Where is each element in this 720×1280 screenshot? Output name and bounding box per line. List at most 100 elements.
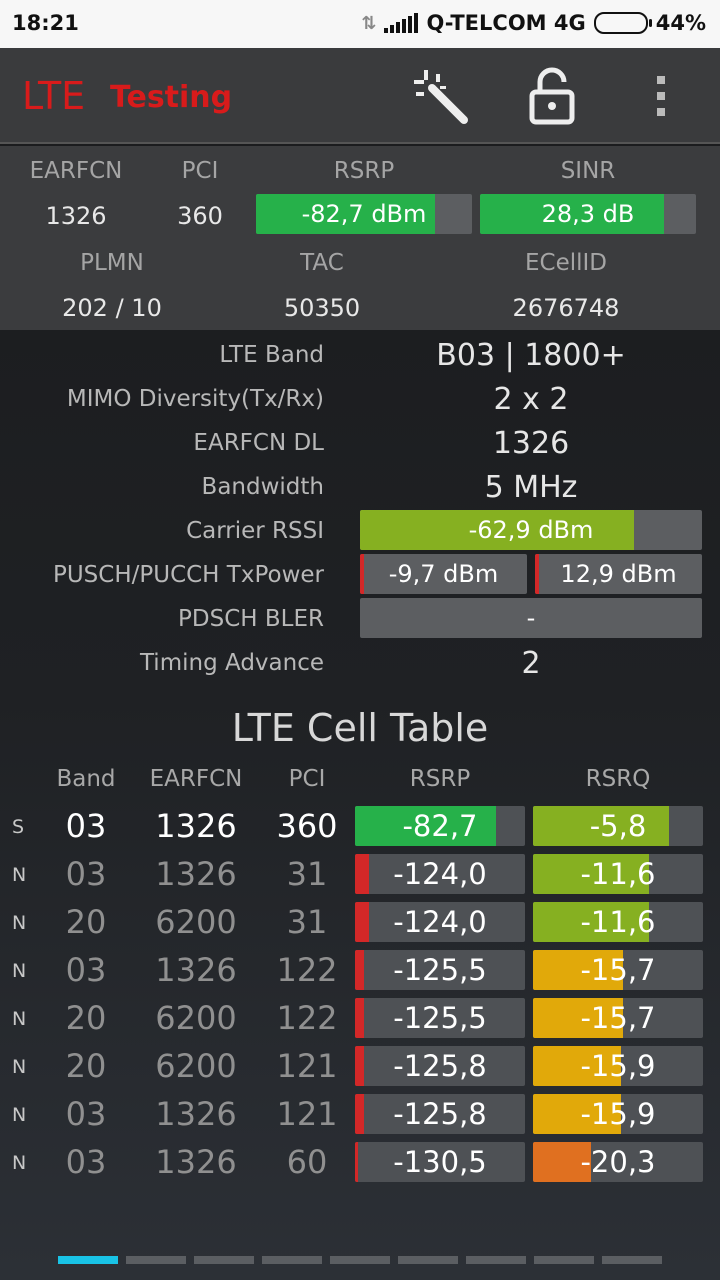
cell-type: N (12, 1104, 27, 1126)
signal-icon (384, 13, 419, 33)
carrier-name: Q-TELCOM 4G (426, 11, 586, 35)
cell-rsrp-fill (355, 806, 497, 846)
header-band: Band (56, 766, 116, 792)
cell-rsrq-bar: -15,9 (533, 1046, 703, 1086)
plmn-label: PLMN (80, 250, 144, 276)
cell-band: 20 (65, 903, 107, 941)
more-vert-icon[interactable] (650, 66, 674, 126)
pucch-value: 12,9 dBm (560, 560, 677, 588)
cell-rsrp-value: -130,5 (393, 1145, 487, 1179)
txpower-label: PUSCH/PUCCH TxPower (52, 562, 324, 588)
bandwidth-value: 5 MHz (484, 470, 578, 505)
header-earfcn: EARFCN (149, 766, 243, 792)
rssi-label: Carrier RSSI (186, 518, 324, 544)
page-dot[interactable] (534, 1256, 594, 1264)
cell-rsrp-fill (355, 1046, 364, 1086)
cell-rsrp-fill (355, 1142, 359, 1182)
cell-rsrq-value: -15,7 (580, 953, 656, 987)
rsrp-bar: -82,7 dBm (256, 194, 472, 234)
earfcn-value: 1326 (45, 202, 107, 230)
cell-pci: 121 (276, 1047, 338, 1085)
cell-pci: 60 (286, 1143, 328, 1181)
cell-rsrp-fill (355, 854, 369, 894)
bler-bar: - (360, 598, 702, 638)
sinr-value: 28,3 dB (541, 200, 635, 228)
unlock-icon[interactable] (522, 66, 582, 126)
cell-pci: 121 (276, 1095, 338, 1133)
summary-panel: EARFCN PCI RSRP SINR 1326 360 -82,7 dBm … (0, 146, 720, 330)
cell-earfcn: 6200 (155, 1047, 237, 1085)
cell-rsrp-value: -125,8 (393, 1097, 487, 1131)
page-dot[interactable] (194, 1256, 254, 1264)
cell-band: 20 (65, 1047, 107, 1085)
cell-type: N (12, 912, 27, 934)
earfcn-dl-value: 1326 (492, 426, 570, 461)
cell-rsrq-value: -15,7 (580, 1001, 656, 1035)
lte-band-value: B03 | 1800+ (436, 338, 626, 373)
app-title-lte: LTE (22, 74, 86, 118)
battery-percent: 44% (655, 11, 706, 35)
data-transfer-icon: ⇅ (361, 12, 377, 34)
cell-band: 03 (65, 1095, 107, 1133)
page-dot[interactable] (262, 1256, 322, 1264)
cell-earfcn: 1326 (155, 807, 237, 845)
cell-type: N (12, 1152, 27, 1174)
mimo-value: 2 x 2 (493, 382, 569, 417)
cell-rsrp-bar: -125,5 (355, 950, 525, 990)
cell-rsrq-value: -15,9 (580, 1097, 656, 1131)
cell-rsrp-fill (355, 998, 364, 1038)
pucch-bar-fill (535, 554, 539, 594)
cell-rsrq-bar: -15,7 (533, 998, 703, 1038)
lte-band-label: LTE Band (219, 342, 324, 368)
cell-rsrq-fill (533, 1094, 622, 1134)
cell-type: N (12, 1008, 27, 1030)
sinr-bar: 28,3 dB (480, 194, 696, 234)
earfcn-dl-label: EARFCN DL (193, 430, 324, 456)
app-bar: LTE Testing (0, 48, 720, 144)
cell-band: 20 (65, 999, 107, 1037)
cell-earfcn: 1326 (155, 1143, 237, 1181)
page-dot[interactable] (602, 1256, 662, 1264)
pusch-bar: -9,7 dBm (360, 554, 527, 594)
bler-label: PDSCH BLER (178, 606, 324, 632)
cell-type: N (12, 960, 27, 982)
cell-type: S (12, 816, 25, 838)
cell-rsrq-bar: -11,6 (533, 902, 703, 942)
cell-rsrq-fill (533, 998, 624, 1038)
page-dot[interactable] (398, 1256, 458, 1264)
cell-band: 03 (65, 1143, 107, 1181)
pusch-bar-fill (360, 554, 364, 594)
cell-rsrq-bar: -11,6 (533, 854, 703, 894)
cell-rsrp-bar: -125,5 (355, 998, 525, 1038)
cell-rsrq-bar: -15,9 (533, 1094, 703, 1134)
rsrp-value: -82,7 dBm (301, 200, 427, 228)
ecellid-value: 2676748 (512, 294, 620, 322)
cell-pci: 31 (286, 855, 328, 893)
tac-label: TAC (300, 250, 344, 276)
pusch-value: -9,7 dBm (388, 560, 499, 588)
cell-band: 03 (65, 951, 107, 989)
cell-rsrp-bar: -124,0 (355, 902, 525, 942)
mimo-label: MIMO Diversity(Tx/Rx) (66, 386, 324, 412)
cell-rsrq-fill (533, 950, 624, 990)
cell-rsrq-bar: -5,8 (533, 806, 703, 846)
cell-rsrp-bar: -124,0 (355, 854, 525, 894)
page-dot[interactable] (330, 1256, 390, 1264)
cell-rsrq-bar: -20,3 (533, 1142, 703, 1182)
page-dot[interactable] (466, 1256, 526, 1264)
header-rsrq: RSRQ (585, 766, 651, 792)
cell-rsrp-value: -124,0 (393, 905, 487, 939)
timing-advance-value: 2 (521, 646, 541, 681)
ecellid-label: ECellID (524, 250, 608, 276)
timing-advance-label: Timing Advance (139, 650, 324, 676)
magic-wand-icon[interactable] (410, 66, 470, 126)
cell-type: N (12, 1056, 27, 1078)
cell-earfcn: 1326 (155, 951, 237, 989)
pci-label: PCI (181, 158, 219, 184)
page-dot[interactable] (126, 1256, 186, 1264)
cell-rsrp-value: -125,8 (393, 1049, 487, 1083)
cell-rsrp-value: -125,5 (393, 1001, 487, 1035)
sinr-label: SINR (560, 158, 616, 184)
page-dot[interactable] (58, 1256, 118, 1264)
tac-value: 50350 (283, 294, 361, 322)
